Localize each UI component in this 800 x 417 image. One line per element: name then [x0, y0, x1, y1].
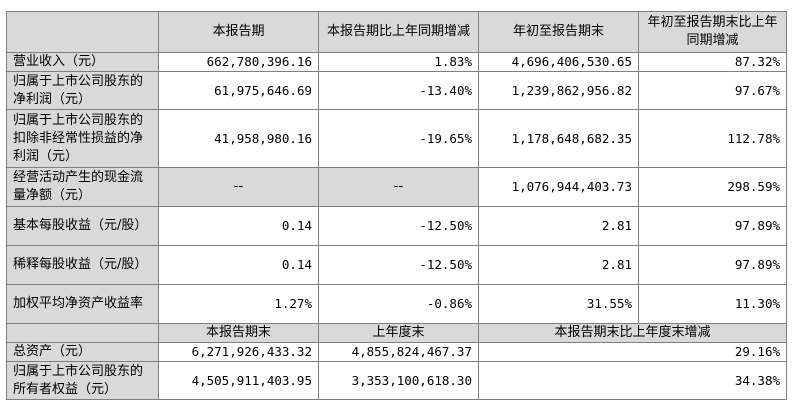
cell-value: 6,271,926,433.32	[158, 342, 319, 362]
table-subheader-row: 本报告期末 上年度末 本报告期末比上年度末增减	[6, 323, 787, 343]
cell-value: -19.65%	[318, 109, 479, 168]
row-label: 稀释每股收益（元/股）	[6, 245, 159, 285]
cell-value: 29.16%	[478, 342, 787, 362]
table-row: 基本每股收益（元/股） 0.14 -12.50% 2.81 97.89%	[6, 206, 787, 246]
cell-value: 1.83%	[318, 52, 479, 72]
table-row: 归属于上市公司股东的扣除非经常性损益的净利润（元） 41,958,980.16 …	[6, 109, 787, 168]
table-row: 稀释每股收益（元/股） 0.14 -12.50% 2.81 97.89%	[6, 245, 787, 285]
subheader-change: 本报告期末比上年度末增减	[478, 323, 787, 343]
cell-value: 1.27%	[158, 284, 319, 324]
table-row: 总资产（元） 6,271,926,433.32 4,855,824,467.37…	[6, 342, 787, 362]
table-row: 归属于上市公司股东的所有者权益（元） 4,505,911,403.95 3,35…	[6, 361, 787, 400]
table-row: 经营活动产生的现金流量净额（元） -- -- 1,076,944,403.73 …	[6, 167, 787, 207]
cell-value: -12.50%	[318, 245, 479, 285]
row-label: 归属于上市公司股东的净利润（元）	[6, 71, 159, 110]
cell-value: 4,855,824,467.37	[318, 342, 479, 362]
cell-value: 2.81	[478, 206, 639, 246]
cell-value: 87.32%	[638, 52, 787, 72]
cell-value: -0.86%	[318, 284, 479, 324]
row-label: 归属于上市公司股东的所有者权益（元）	[6, 361, 159, 400]
financial-summary-table: 本报告期 本报告期比上年同期增减 年初至报告期末 年初至报告期末比上年同期增减 …	[6, 11, 787, 400]
cell-value: 41,958,980.16	[158, 109, 319, 168]
cell-value: 4,696,406,530.65	[478, 52, 639, 72]
cell-value: -12.50%	[318, 206, 479, 246]
header-ytd-yoy: 年初至报告期末比上年同期增减	[638, 11, 787, 53]
cell-value: 1,178,648,682.35	[478, 109, 639, 168]
row-label: 经营活动产生的现金流量净额（元）	[6, 167, 159, 207]
cell-value: 298.59%	[638, 167, 787, 207]
header-corner-cell	[6, 11, 159, 53]
subheader-corner-cell	[6, 323, 159, 343]
cell-value: 61,975,646.69	[158, 71, 319, 110]
cell-value: --	[158, 167, 319, 207]
header-current-period-yoy: 本报告期比上年同期增减	[318, 11, 479, 53]
table-row: 加权平均净资产收益率 1.27% -0.86% 31.55% 11.30%	[6, 284, 787, 324]
subheader-period-end: 本报告期末	[158, 323, 319, 343]
row-label: 归属于上市公司股东的扣除非经常性损益的净利润（元）	[6, 109, 159, 168]
cell-value: 112.78%	[638, 109, 787, 168]
table-row: 归属于上市公司股东的净利润（元） 61,975,646.69 -13.40% 1…	[6, 71, 787, 110]
cell-value: 97.89%	[638, 245, 787, 285]
row-label: 加权平均净资产收益率	[6, 284, 159, 324]
cell-value: 31.55%	[478, 284, 639, 324]
cell-value: 97.67%	[638, 71, 787, 110]
cell-value: 34.38%	[478, 361, 787, 400]
header-current-period: 本报告期	[158, 11, 319, 53]
header-ytd: 年初至报告期末	[478, 11, 639, 53]
table-row: 营业收入（元） 662,780,396.16 1.83% 4,696,406,5…	[6, 52, 787, 72]
cell-value: 4,505,911,403.95	[158, 361, 319, 400]
table-header-row: 本报告期 本报告期比上年同期增减 年初至报告期末 年初至报告期末比上年同期增减	[6, 11, 787, 53]
cell-value: --	[318, 167, 479, 207]
cell-value: -13.40%	[318, 71, 479, 110]
cell-value: 3,353,100,618.30	[318, 361, 479, 400]
cell-value: 662,780,396.16	[158, 52, 319, 72]
cell-value: 1,076,944,403.73	[478, 167, 639, 207]
cell-value: 97.89%	[638, 206, 787, 246]
subheader-prior-year-end: 上年度末	[318, 323, 479, 343]
cell-value: 1,239,862,956.82	[478, 71, 639, 110]
cell-value: 11.30%	[638, 284, 787, 324]
cell-value: 0.14	[158, 206, 319, 246]
row-label: 基本每股收益（元/股）	[6, 206, 159, 246]
row-label: 总资产（元）	[6, 342, 159, 362]
row-label: 营业收入（元）	[6, 52, 159, 72]
cell-value: 2.81	[478, 245, 639, 285]
cell-value: 0.14	[158, 245, 319, 285]
